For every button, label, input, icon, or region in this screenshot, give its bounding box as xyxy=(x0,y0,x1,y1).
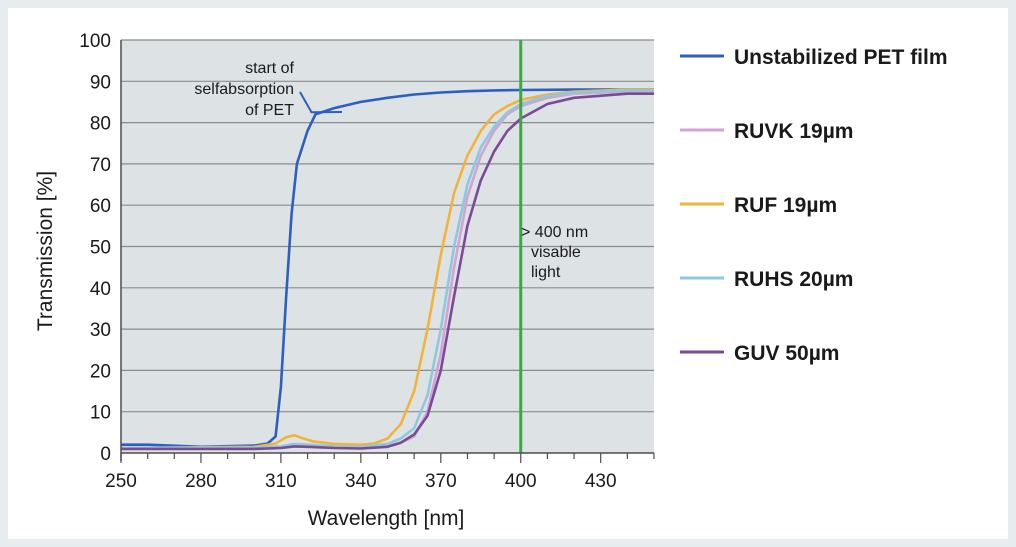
annotation-line: light xyxy=(531,264,561,281)
chart-card: 0 10 20 30 40 50 60 70 80 90 100 250 280 310 340 370 400… xyxy=(8,8,1008,539)
y-tick-label: 90 xyxy=(90,72,111,93)
annotation-selfabsorption: start of selfabsorption of PET xyxy=(194,60,343,119)
annotation-line: start of xyxy=(245,60,294,77)
annotation-line: selfabsorption xyxy=(194,81,294,98)
annotation-line: > 400 nm xyxy=(521,224,588,241)
annotation-line: of PET xyxy=(245,102,294,119)
x-tick-label: 250 xyxy=(105,471,137,492)
x-axis-title: Wavelength [nm] xyxy=(308,507,465,530)
y-tick-label: 50 xyxy=(90,238,111,259)
x-tick-label: 370 xyxy=(425,471,457,492)
annotation-visible-light: > 400 nm visable light xyxy=(521,224,588,281)
y-axis-title: Transmission [%] xyxy=(34,171,57,331)
y-tick-label: 0 xyxy=(100,444,111,465)
y-tick-label: 40 xyxy=(90,279,111,300)
y-tick-label: 60 xyxy=(90,196,111,217)
series-layer xyxy=(120,88,654,451)
x-tick-label: 400 xyxy=(505,471,537,492)
y-tick-label: 30 xyxy=(90,320,111,341)
y-tick-label: 20 xyxy=(90,361,111,382)
legend-label: GUV 50µm xyxy=(734,342,839,365)
legend-label: RUHS 20µm xyxy=(734,268,853,291)
y-tick-label: 80 xyxy=(90,114,111,135)
y-tick-label: 100 xyxy=(79,31,111,52)
tick-labels: 0 10 20 30 40 50 60 70 80 90 100 250 280 310 340 370 400… xyxy=(79,31,616,492)
legend: Unstabilized PET film RUVK 19µm RUF 19µm RU… xyxy=(680,46,948,365)
x-tick-label: 340 xyxy=(345,471,377,492)
legend-label: RUVK 19µm xyxy=(734,120,853,143)
legend-label: RUF 19µm xyxy=(734,194,837,217)
annotation-line: visable xyxy=(531,244,581,261)
x-tick-label: 430 xyxy=(585,471,617,492)
y-tick-label: 70 xyxy=(90,155,111,176)
grid xyxy=(121,39,654,413)
axes xyxy=(120,40,655,463)
y-tick-label: 10 xyxy=(90,403,111,424)
series-line-guv-50-m xyxy=(121,92,654,451)
x-tick-label: 310 xyxy=(265,471,297,492)
legend-label: Unstabilized PET film xyxy=(734,46,948,69)
annotation-pointer xyxy=(299,91,343,114)
transmission-chart: 0 10 20 30 40 50 60 70 80 90 100 250 280 310 340 370 400… xyxy=(34,31,948,530)
x-tick-label: 280 xyxy=(185,471,217,492)
series-line-ruhs-20-m xyxy=(120,89,654,450)
